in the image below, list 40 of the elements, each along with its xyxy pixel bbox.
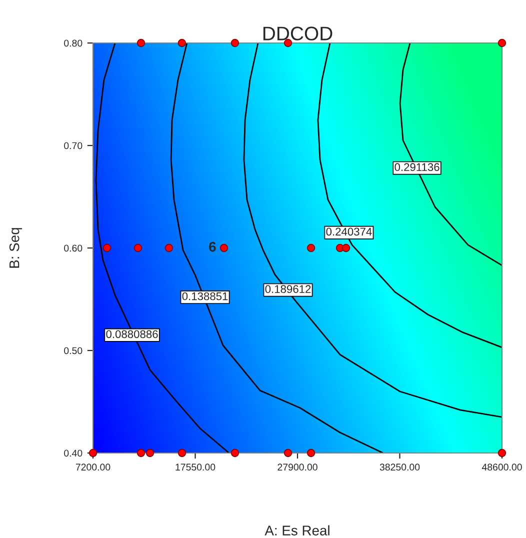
x-tick-label: 38250.00 bbox=[380, 464, 420, 471]
x-tick-label: 27900.00 bbox=[278, 464, 318, 471]
point bbox=[102, 244, 112, 252]
point bbox=[306, 448, 316, 458]
y-tick-label: 0.50 bbox=[64, 347, 82, 354]
y-tick-label: 0.40 bbox=[64, 450, 82, 457]
point bbox=[220, 244, 228, 252]
point bbox=[306, 244, 316, 252]
point bbox=[88, 448, 98, 458]
point bbox=[164, 244, 174, 252]
annotation: 6 bbox=[209, 242, 216, 252]
point bbox=[136, 448, 146, 458]
y-tick-label: 0.60 bbox=[64, 244, 82, 252]
line-series bbox=[317, 43, 502, 348]
line-series bbox=[95, 43, 230, 453]
y-axis-title: B: Seq bbox=[9, 228, 22, 268]
point bbox=[230, 448, 240, 458]
point bbox=[342, 244, 350, 252]
point bbox=[498, 38, 506, 48]
annotation: 0.240374 bbox=[326, 228, 372, 236]
point bbox=[284, 448, 292, 458]
annotation: 0.291136 bbox=[394, 163, 440, 172]
annotation: 0.0880886 bbox=[106, 330, 158, 338]
point bbox=[146, 448, 154, 458]
point bbox=[134, 244, 142, 252]
y-tick-label: 0.70 bbox=[64, 142, 82, 150]
x-tick-label: 48600.00 bbox=[482, 464, 522, 471]
x-axis-title: A: Es Real bbox=[264, 525, 330, 536]
annotation: 0.138851 bbox=[182, 292, 228, 300]
y-tick-label: 0.80 bbox=[64, 40, 82, 47]
point bbox=[178, 448, 186, 458]
point bbox=[498, 448, 506, 458]
line-series bbox=[243, 43, 502, 418]
chart-title: DDCOD bbox=[263, 26, 332, 40]
point bbox=[230, 38, 240, 48]
x-tick-label: 7200.00 bbox=[76, 464, 110, 471]
point bbox=[136, 38, 146, 48]
annotation: 0.189612 bbox=[265, 285, 311, 294]
x-tick-label: 17550.00 bbox=[176, 464, 216, 471]
point bbox=[178, 38, 186, 48]
